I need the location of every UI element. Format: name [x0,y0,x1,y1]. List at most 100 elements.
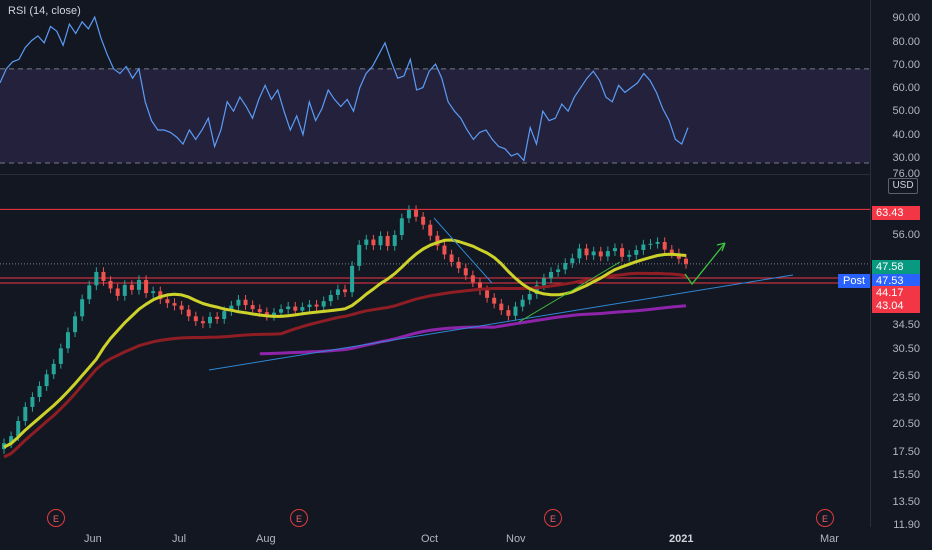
candle-body [463,268,468,276]
arrow-head-icon [716,242,726,252]
candle-body [193,316,198,322]
earnings-marker[interactable]: E [544,509,562,527]
candle-body [129,284,134,290]
candle-body [286,306,291,310]
candle-body [136,280,141,290]
candle-body [229,305,234,312]
candle-body [470,275,475,283]
rsi-axis-tick: 70.00 [892,59,920,71]
blue-downtrend-line [433,217,493,284]
resistance-price-tag: 63.43 [872,206,920,220]
candle-body [108,280,113,289]
candle-body [357,244,362,266]
candle-body [449,254,454,262]
candle-body [506,310,511,316]
time-axis-tick: Jun [84,533,102,545]
candle-body [236,299,241,306]
earnings-marker[interactable]: E [290,509,308,527]
time-axis-tick: Nov [506,533,526,545]
price-axis-tick: 17.50 [892,446,920,458]
candle-body [293,306,298,311]
price-axis-tick: 13.50 [892,496,920,508]
candle-body [634,249,639,255]
candle-body [122,284,127,296]
last-price-tag: 47.58 [872,260,920,274]
candle-body [158,291,163,300]
candle-body [271,312,276,316]
candle-body [328,294,333,302]
price-axis-tick: 26.50 [892,370,920,382]
candle-body [9,436,14,444]
candle-body [314,304,319,307]
price-axis-tick: 15.50 [892,469,920,481]
rsi-indicator-label[interactable]: RSI (14, close) [8,5,81,17]
candle-body [23,406,28,421]
candle-body [200,321,205,324]
candle-body [335,289,340,295]
candle-body [414,210,419,217]
candle-body [65,332,70,349]
candle-body [605,251,610,257]
candle-body [94,271,99,286]
candle-body [534,285,539,295]
candle-body [499,303,504,311]
rsi-axis-tick: 90.00 [892,12,920,24]
post-market-price-tag: 47.53 [872,274,920,288]
candle-body [179,305,184,310]
candle-body [627,254,632,257]
candle-body [378,236,383,246]
earnings-marker[interactable]: E [47,509,65,527]
candle-body [16,420,21,437]
candle-body [73,316,78,333]
candle-body [257,309,262,313]
rsi-axis-tick: 30.00 [892,152,920,164]
candle-body [570,258,575,264]
candle-body [385,236,390,246]
candle-body [577,248,582,259]
candle-body [669,249,674,254]
candle-body [541,278,546,286]
candle-body [399,218,404,236]
candle-body [243,299,248,306]
time-axis-tick: Oct [421,533,439,545]
rsi-axis-tick: 60.00 [892,82,920,94]
price-axis-tick: 56.00 [892,229,920,241]
earnings-marker[interactable]: E [816,509,834,527]
candle-body [549,271,554,279]
candle-body [208,316,213,324]
candle-body [556,269,561,272]
price-axis-tick: 34.50 [892,319,920,331]
rsi-line [0,15,689,162]
candle-body [612,248,617,252]
candle-body [435,235,440,246]
candle-body [307,304,312,308]
post-market-badge: Post [838,274,870,288]
candle-body [151,291,156,294]
candle-body [101,271,106,281]
price-axis-tick: 11.90 [893,519,920,531]
candle-body [172,303,177,306]
candle-body [591,251,596,256]
candle-body [215,316,220,319]
candle-body [620,248,625,257]
price-axis-tick: 76.00 [892,168,920,180]
candle-body [648,243,653,245]
candle-body [456,261,461,269]
candle-body [655,241,660,244]
candle-body [684,258,688,264]
price-axis-tick: 30.50 [892,343,920,355]
candle-body [321,301,326,307]
green-projection-arrow [684,242,726,286]
candle-body [364,239,369,245]
rsi-pane [0,15,870,164]
price-axis-tick: 23.50 [892,392,920,404]
price-axis-tick: 20.50 [892,418,920,430]
candle-body [186,309,191,317]
time-axis-tick: 2021 [669,533,694,545]
support-low-price-tag: 43.04 [872,299,920,313]
candle-body [584,248,589,256]
currency-badge[interactable]: USD [888,178,918,194]
candle-body [250,305,255,310]
candle-body [87,285,92,300]
